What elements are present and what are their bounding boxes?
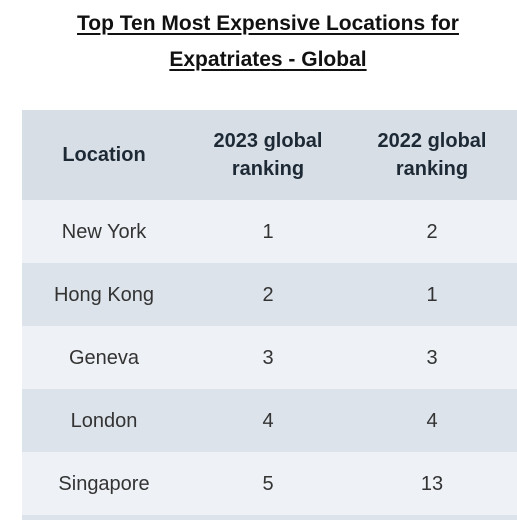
table-header-row: Location 2023 global ranking 2022 global… (22, 110, 517, 200)
cell-location: Geneva (68, 346, 140, 369)
table-row: Geneva 3 3 (22, 326, 517, 389)
cell-rank-2022: 13 (420, 472, 444, 495)
cell-rank-2022: 2 (426, 220, 438, 243)
cell-rank-2022: 1 (426, 283, 438, 306)
header-location: Location (62, 144, 146, 166)
cell-location: London (70, 409, 138, 432)
table-row-partial (22, 515, 517, 520)
table-row: Hong Kong 2 1 (22, 263, 517, 326)
table-row: London 4 4 (22, 389, 517, 452)
cell-location: Singapore (58, 472, 150, 495)
title-line-1: Top Ten Most Expensive Locations for (77, 12, 459, 35)
cell-location: New York (61, 220, 147, 243)
cell-rank-2023: 5 (262, 472, 274, 495)
cell-rank-2023: 4 (262, 409, 274, 432)
title-line-2: Expatriates - Global (169, 48, 367, 71)
cell-rank-2023: 2 (262, 283, 274, 306)
cell-rank-2022: 4 (426, 409, 438, 432)
header-2023-ranking: 2023 global ranking (213, 130, 323, 180)
cell-rank-2023: 3 (262, 346, 274, 369)
page-title: Top Ten Most Expensive Locations for Exp… (0, 6, 517, 78)
cell-location: Hong Kong (53, 283, 155, 306)
table-row: New York 1 2 (22, 200, 517, 263)
header-2022-ranking: 2022 global ranking (377, 130, 487, 180)
rankings-table: Location 2023 global ranking 2022 global… (22, 110, 517, 520)
cell-rank-2023: 1 (262, 220, 274, 243)
table-row: Singapore 5 13 (22, 452, 517, 515)
cell-rank-2022: 3 (426, 346, 438, 369)
